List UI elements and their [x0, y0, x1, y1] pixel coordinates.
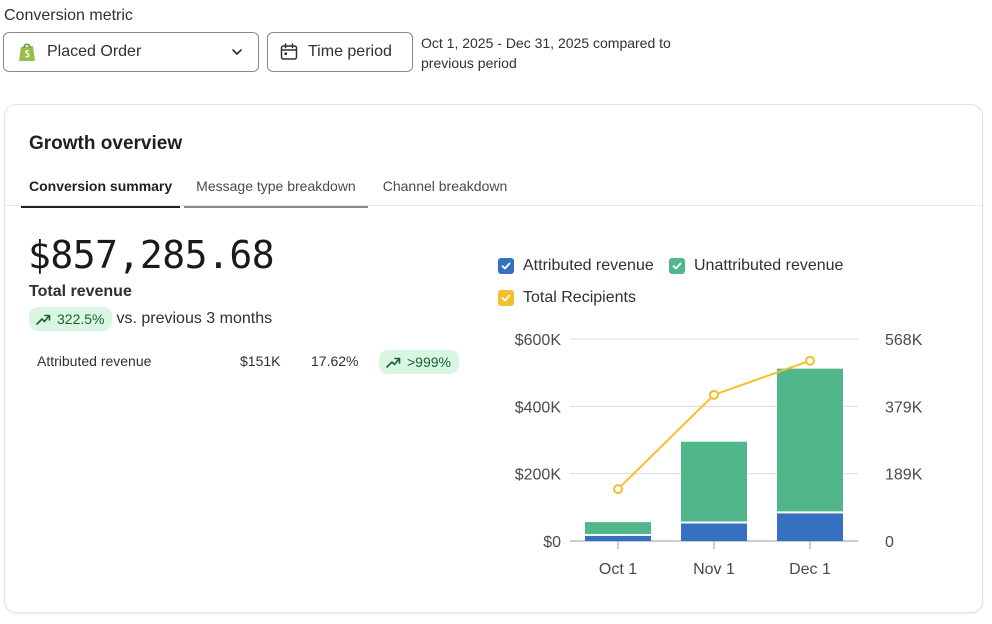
- y2-tick-label: 379K: [885, 399, 923, 416]
- attributed-change: >999%: [407, 354, 451, 370]
- conversion-metric-select[interactable]: Placed Order: [3, 32, 259, 72]
- legend-attributed-revenue[interactable]: Attributed revenue: [498, 257, 654, 275]
- bar-unattributed: [681, 441, 747, 522]
- conversion-metric-label: Conversion metric: [4, 7, 133, 24]
- x-tick-label: Oct 1: [599, 561, 637, 578]
- shopify-bag-icon: [19, 43, 35, 61]
- trend-up-icon: [386, 357, 401, 368]
- attributed-change-badge: >999%: [379, 350, 459, 374]
- checkbox-checked-icon: [669, 258, 685, 274]
- checkbox-checked-icon: [498, 290, 514, 306]
- growth-comparison: vs. previous 3 months: [116, 310, 273, 327]
- tab-conversion-summary[interactable]: Conversion summary: [21, 173, 181, 208]
- total-revenue-label: Total revenue: [29, 283, 132, 300]
- legend-label: Total Recipients: [523, 289, 636, 306]
- recipients-point: [613, 484, 623, 495]
- recipients-point: [709, 389, 719, 400]
- growth-row: 322.5% vs. previous 3 months: [29, 307, 272, 331]
- total-revenue-value: $857,285.68: [28, 233, 275, 277]
- attributed-label: Attributed revenue: [37, 353, 152, 369]
- x-tick-label: Dec 1: [789, 561, 831, 578]
- y2-tick-label: 189K: [885, 467, 923, 484]
- y-tick-label: $600K: [515, 332, 562, 349]
- y-tick-label: $400K: [515, 399, 562, 416]
- legend-unattributed-revenue[interactable]: Unattributed revenue: [669, 257, 843, 275]
- card-title: Growth overview: [29, 133, 183, 154]
- checkbox-checked-icon: [498, 258, 514, 274]
- bar-attributed: [681, 523, 747, 541]
- calendar-icon: [280, 43, 298, 60]
- tab-divider: [5, 205, 982, 206]
- legend-total-recipients[interactable]: Total Recipients: [498, 289, 636, 307]
- trend-up-icon: [36, 314, 51, 325]
- selected-metric: Placed Order: [47, 43, 142, 60]
- legend-label: Unattributed revenue: [694, 257, 844, 274]
- y-tick-label: $0: [543, 534, 561, 551]
- period-description: Oct 1, 2025 - Dec 31, 2025 compared to p…: [421, 35, 671, 71]
- time-period-label: Time period: [308, 43, 392, 60]
- bar-attributed: [777, 513, 843, 541]
- attributed-revenue-row: Attributed revenue $151K 17.62% >999%: [37, 348, 469, 374]
- tab-bar: Conversion summary Message type breakdow…: [21, 173, 515, 208]
- attributed-share: 17.62%: [311, 353, 359, 369]
- x-tick-label: Nov 1: [693, 561, 735, 578]
- tab-channel-breakdown[interactable]: Channel breakdown: [382, 178, 508, 194]
- y2-tick-label: 0: [885, 534, 894, 551]
- legend-label: Attributed revenue: [523, 257, 654, 274]
- revenue-chart: $0 0 $200K 189K $400K 379K $600K 568K Oct 1 Nov 1…: [515, 332, 923, 578]
- growth-badge: 322.5%: [29, 307, 113, 331]
- growth-overview-card: Growth overview Conversion summary Messa…: [4, 104, 983, 613]
- chevron-down-icon: [232, 49, 242, 55]
- time-period-button[interactable]: Time period: [267, 32, 413, 72]
- bar-attributed: [585, 535, 651, 541]
- recipients-point: [805, 355, 815, 366]
- y-tick-label: $200K: [515, 467, 562, 484]
- growth-percent: 322.5%: [57, 311, 105, 327]
- bar-unattributed: [777, 368, 843, 512]
- bar-unattributed: [585, 522, 651, 534]
- y2-tick-label: 568K: [885, 332, 923, 349]
- attributed-amount: $151K: [240, 353, 281, 369]
- tab-message-type-breakdown[interactable]: Message type breakdown: [184, 173, 368, 208]
